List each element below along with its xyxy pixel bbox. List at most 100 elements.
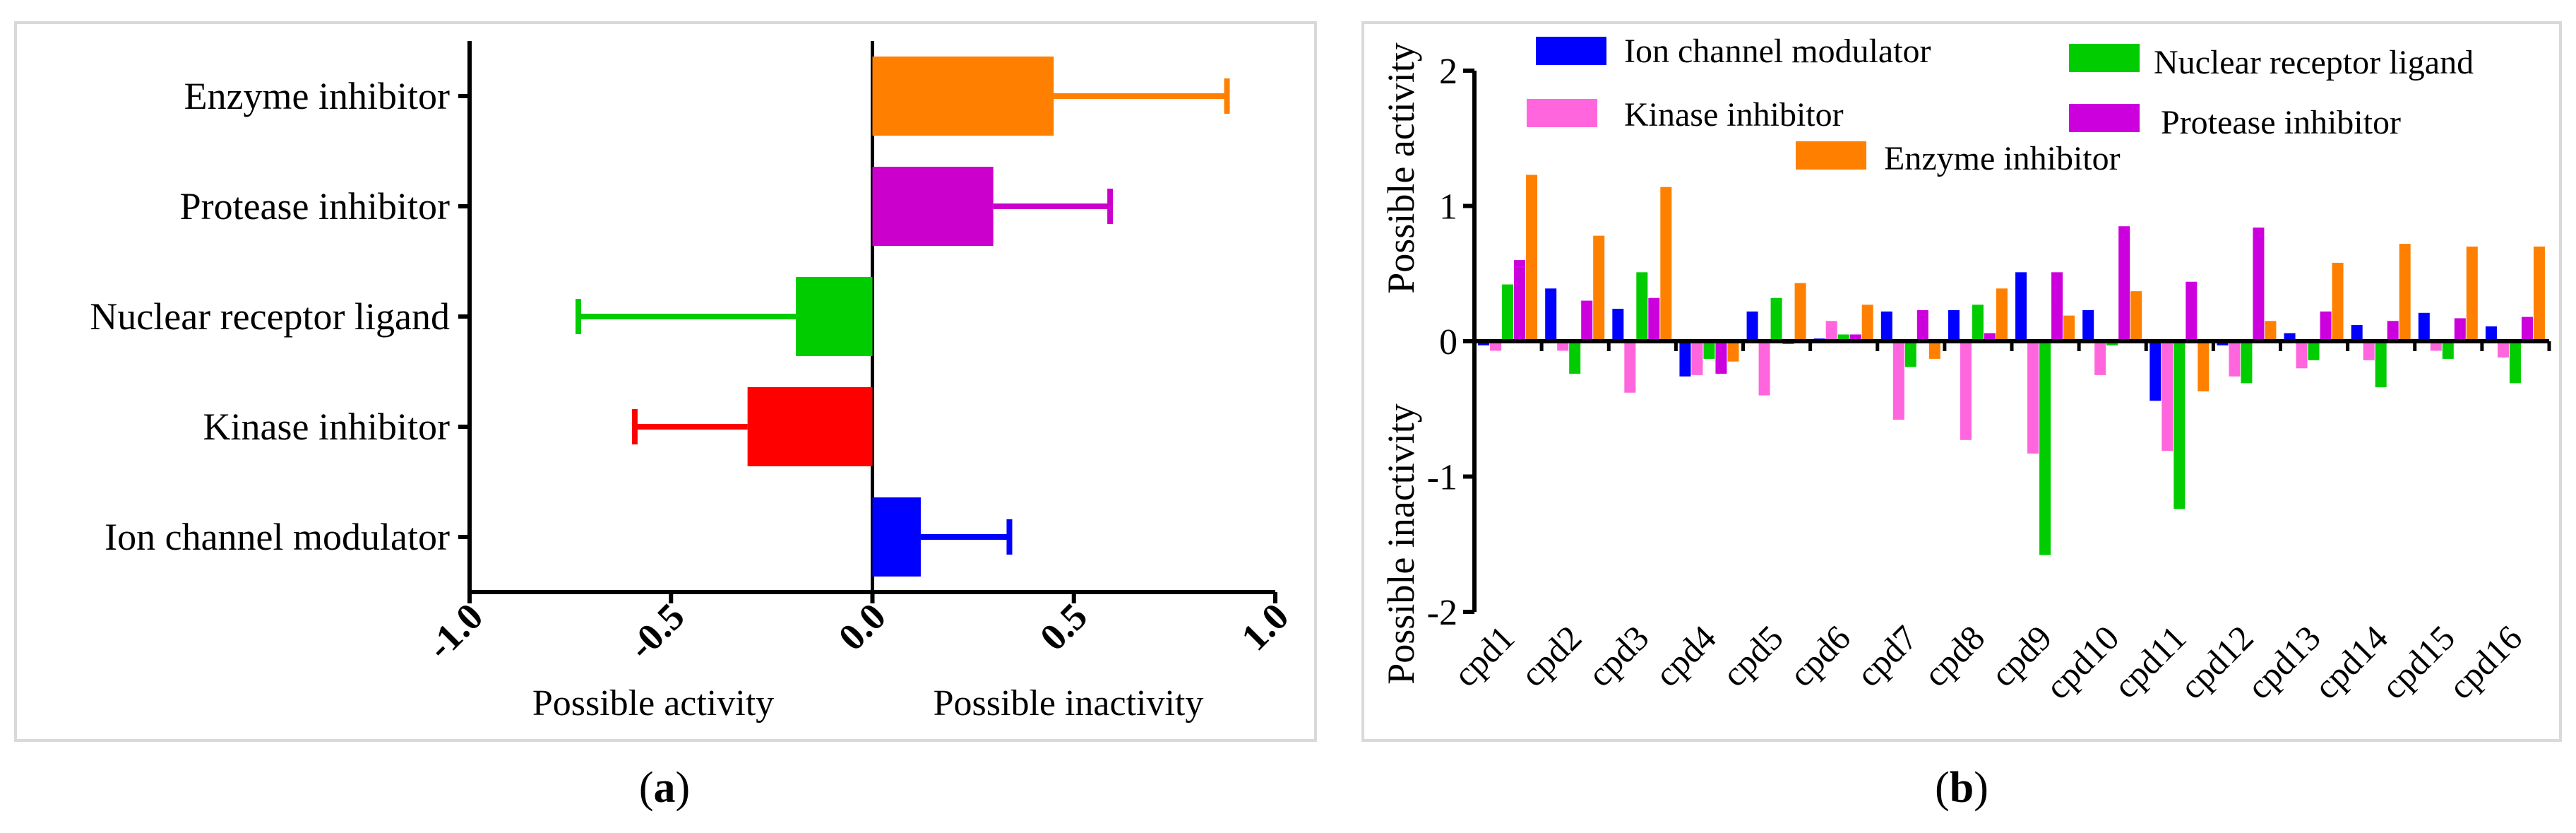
b-y-tick-label: -2 — [1427, 593, 1457, 633]
b-bar — [2149, 341, 2161, 401]
a-category-label: Nuclear receptor ligand — [90, 295, 450, 338]
b-bar — [2466, 246, 2478, 341]
a-category-label: Protease inhibitor — [180, 185, 450, 228]
b-bar — [1794, 283, 1806, 341]
b-legend-swatch — [2069, 44, 2140, 72]
a-x-tick-label: -1.0 — [419, 595, 491, 668]
b-bar — [1624, 341, 1636, 393]
b-legend-label: Protease inhibitor — [2161, 104, 2401, 141]
b-y-tick-label: 0 — [1439, 322, 1457, 362]
b-legend-label: Enzyme inhibitor — [1884, 140, 2121, 177]
a-xlabel-inactivity: Possible inactivity — [934, 683, 1204, 723]
a-x-tick-label: 0.5 — [1032, 595, 1095, 658]
b-bar — [2051, 272, 2063, 341]
b-bar — [1825, 321, 1837, 341]
b-bar — [2198, 341, 2210, 391]
b-bar — [1746, 311, 1758, 341]
b-x-tick-label: cpd12 — [2172, 618, 2261, 707]
b-bar — [2418, 312, 2430, 341]
b-bar — [2363, 341, 2375, 360]
b-bar — [1490, 341, 1502, 351]
b-bar — [1660, 187, 1672, 341]
b-bar — [1691, 341, 1703, 375]
b-x-tick-label: cpd5 — [1715, 618, 1791, 694]
b-bar — [1569, 341, 1581, 374]
b-bar — [2186, 281, 2198, 341]
b-bar — [1679, 341, 1691, 377]
b-bar — [1612, 309, 1624, 341]
a-bar — [747, 387, 873, 466]
b-bar — [1593, 235, 1605, 341]
b-bar — [1861, 305, 1873, 341]
b-bar — [1581, 300, 1593, 341]
a-x-tick-label: -0.5 — [620, 595, 693, 668]
b-bar — [1770, 297, 1782, 341]
b-bar — [1514, 260, 1526, 341]
b-x-tick-label: cpd15 — [2373, 618, 2462, 707]
b-bar — [2320, 311, 2332, 341]
a-bar — [872, 167, 994, 246]
b-bar — [1526, 175, 1538, 341]
b-legend-label: Kinase inhibitor — [1624, 96, 1844, 134]
b-bar — [2229, 341, 2241, 377]
b-bar — [1502, 284, 1514, 341]
b-bar — [1648, 297, 1660, 341]
a-bar — [796, 277, 873, 356]
b-bar — [1837, 334, 1849, 341]
b-bar — [1545, 288, 1557, 341]
caption-a: (a) — [638, 764, 691, 812]
b-bar — [2351, 325, 2363, 341]
b-bar — [1849, 334, 1861, 341]
b-bar — [1892, 341, 1904, 420]
b-legend-swatch — [1527, 99, 1597, 127]
a-bar — [872, 57, 1054, 136]
b-ylabel-inactivity: Possible inactivity — [1380, 403, 1422, 685]
b-ylabel-activity: Possible activity — [1380, 42, 1422, 293]
b-bar — [1972, 305, 1984, 341]
b-bar — [1715, 341, 1727, 374]
b-bar — [1636, 272, 1648, 341]
b-legend-swatch — [2069, 104, 2140, 132]
a-x-tick-label: 1.0 — [1233, 595, 1296, 658]
a-category-label: Enzyme inhibitor — [184, 75, 450, 117]
b-bar — [2253, 228, 2265, 341]
b-bar — [2430, 341, 2442, 351]
b-y-tick-label: 2 — [1439, 52, 1457, 92]
b-bar — [1948, 309, 1960, 341]
b-y-tick-label: -1 — [1427, 458, 1457, 498]
b-bar — [2533, 246, 2545, 341]
b-bar — [2094, 341, 2106, 375]
b-bar — [2308, 341, 2320, 360]
b-bar — [2509, 341, 2521, 384]
b-x-tick-label: cpd14 — [2306, 618, 2395, 707]
b-legend-swatch — [1796, 141, 1866, 170]
b-bar — [1758, 341, 1770, 396]
b-bar — [1557, 341, 1569, 351]
b-x-tick-label: cpd3 — [1580, 618, 1656, 694]
b-legend-label: Ion channel modulator — [1624, 33, 1931, 70]
b-bar — [2161, 341, 2174, 451]
b-legend-label: Nuclear receptor ligand — [2154, 44, 2474, 81]
b-bar — [1703, 341, 1715, 359]
b-bar — [1928, 341, 1940, 359]
b-bar — [2284, 333, 2296, 341]
panel-a — [14, 21, 1317, 742]
a-category-label: Kinase inhibitor — [203, 406, 450, 448]
b-x-tick-label: cpd13 — [2239, 618, 2328, 707]
caption-b-label: b — [1949, 764, 1974, 812]
b-bar — [2015, 272, 2027, 341]
caption-b: (b) — [1935, 764, 1988, 812]
a-x-tick-label: 0.0 — [830, 595, 894, 658]
caption-a-label: a — [653, 764, 676, 812]
b-x-tick-label: cpd8 — [1916, 618, 1992, 694]
b-bar — [2442, 341, 2454, 359]
b-x-tick-label: cpd11 — [2106, 618, 2194, 706]
b-bar — [1984, 333, 1996, 341]
b-bar — [1996, 288, 2008, 341]
b-bar — [2485, 326, 2497, 341]
b-x-tick-label: cpd7 — [1849, 618, 1925, 694]
b-bar — [2387, 321, 2399, 341]
b-bar — [2039, 341, 2051, 555]
b-bar — [2027, 341, 2039, 454]
